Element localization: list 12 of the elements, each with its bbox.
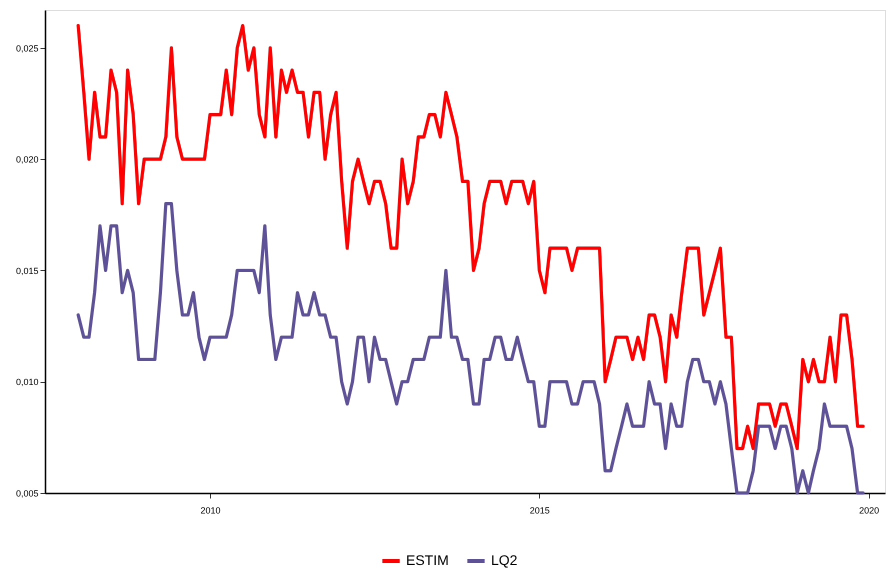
y-tick-label: 0,025 [16,43,38,54]
y-tick-label: 0,010 [16,377,38,388]
y-tick-label: 0,020 [16,154,38,165]
legend-label: LQ2 [491,552,518,568]
x-tick-label: 2010 [200,506,221,516]
line-series [76,24,865,450]
line-series [76,202,865,495]
y-tick-label: 0,015 [16,266,38,276]
x-tick-label: 2015 [530,506,550,516]
y-tick-label: 0,005 [16,488,38,498]
legend-label: ESTIM [406,552,449,568]
x-tick-label: 2020 [859,506,880,516]
